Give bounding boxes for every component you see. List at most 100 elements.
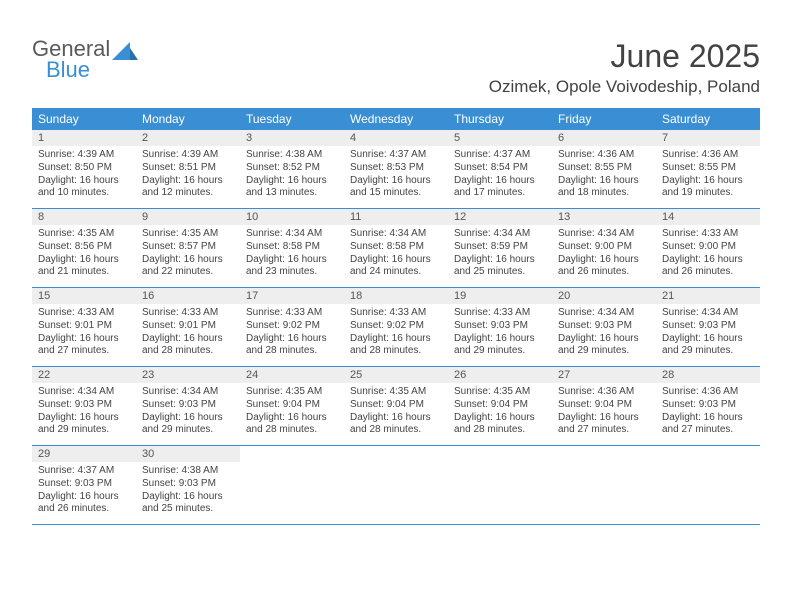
sunrise-text: Sunrise: 4:39 AM (142, 149, 234, 162)
daylight-text-2: and 28 minutes. (246, 345, 338, 358)
daylight-text-1: Daylight: 16 hours (142, 254, 234, 267)
day-cell: 1Sunrise: 4:39 AMSunset: 8:50 PMDaylight… (32, 130, 136, 208)
sunrise-text: Sunrise: 4:34 AM (662, 307, 754, 320)
sunrise-text: Sunrise: 4:35 AM (454, 386, 546, 399)
sunrise-text: Sunrise: 4:33 AM (246, 307, 338, 320)
daylight-text-2: and 28 minutes. (142, 345, 234, 358)
day-cell: 9Sunrise: 4:35 AMSunset: 8:57 PMDaylight… (136, 209, 240, 287)
day-header-mon: Monday (136, 108, 240, 130)
day-number: 4 (344, 130, 448, 146)
sunset-text: Sunset: 9:03 PM (662, 399, 754, 412)
daylight-text-2: and 27 minutes. (662, 424, 754, 437)
sunset-text: Sunset: 9:03 PM (38, 478, 130, 491)
day-content: Sunrise: 4:33 AMSunset: 9:02 PMDaylight:… (344, 304, 448, 364)
sunrise-text: Sunrise: 4:36 AM (662, 149, 754, 162)
sunset-text: Sunset: 9:01 PM (38, 320, 130, 333)
sunset-text: Sunset: 8:55 PM (662, 162, 754, 175)
daylight-text-1: Daylight: 16 hours (662, 412, 754, 425)
sunset-text: Sunset: 8:50 PM (38, 162, 130, 175)
day-content: Sunrise: 4:34 AMSunset: 9:03 PMDaylight:… (136, 383, 240, 443)
daylight-text-1: Daylight: 16 hours (558, 175, 650, 188)
logo: General Blue (32, 38, 138, 81)
week-row: 15Sunrise: 4:33 AMSunset: 9:01 PMDayligh… (32, 288, 760, 367)
day-cell: 21Sunrise: 4:34 AMSunset: 9:03 PMDayligh… (656, 288, 760, 366)
sunset-text: Sunset: 8:57 PM (142, 241, 234, 254)
day-number: 24 (240, 367, 344, 383)
daylight-text-1: Daylight: 16 hours (246, 412, 338, 425)
daylight-text-2: and 28 minutes. (454, 424, 546, 437)
day-content: Sunrise: 4:34 AMSunset: 8:58 PMDaylight:… (344, 225, 448, 285)
day-cell: 8Sunrise: 4:35 AMSunset: 8:56 PMDaylight… (32, 209, 136, 287)
logo-text-blue: Blue (46, 59, 110, 81)
daylight-text-2: and 27 minutes. (558, 424, 650, 437)
day-number: 23 (136, 367, 240, 383)
sunrise-text: Sunrise: 4:34 AM (558, 307, 650, 320)
day-number: 2 (136, 130, 240, 146)
day-number: 22 (32, 367, 136, 383)
day-number: 30 (136, 446, 240, 462)
daylight-text-2: and 12 minutes. (142, 187, 234, 200)
day-content: Sunrise: 4:33 AMSunset: 9:01 PMDaylight:… (32, 304, 136, 364)
sunrise-text: Sunrise: 4:37 AM (38, 465, 130, 478)
sunset-text: Sunset: 9:04 PM (350, 399, 442, 412)
day-content: Sunrise: 4:35 AMSunset: 9:04 PMDaylight:… (344, 383, 448, 443)
day-header-thu: Thursday (448, 108, 552, 130)
sunset-text: Sunset: 9:04 PM (558, 399, 650, 412)
day-number: 28 (656, 367, 760, 383)
daylight-text-1: Daylight: 16 hours (142, 491, 234, 504)
sunrise-text: Sunrise: 4:36 AM (558, 386, 650, 399)
empty-cell (344, 446, 448, 524)
day-number: 11 (344, 209, 448, 225)
sunset-text: Sunset: 8:53 PM (350, 162, 442, 175)
daylight-text-2: and 26 minutes. (662, 266, 754, 279)
day-header-sat: Saturday (656, 108, 760, 130)
daylight-text-1: Daylight: 16 hours (350, 254, 442, 267)
sunset-text: Sunset: 8:54 PM (454, 162, 546, 175)
day-number: 10 (240, 209, 344, 225)
day-number: 29 (32, 446, 136, 462)
daylight-text-2: and 17 minutes. (454, 187, 546, 200)
day-cell: 15Sunrise: 4:33 AMSunset: 9:01 PMDayligh… (32, 288, 136, 366)
sunset-text: Sunset: 9:04 PM (246, 399, 338, 412)
day-cell: 20Sunrise: 4:34 AMSunset: 9:03 PMDayligh… (552, 288, 656, 366)
day-content: Sunrise: 4:34 AMSunset: 9:03 PMDaylight:… (656, 304, 760, 364)
sunset-text: Sunset: 9:02 PM (246, 320, 338, 333)
day-content: Sunrise: 4:36 AMSunset: 9:04 PMDaylight:… (552, 383, 656, 443)
day-cell: 11Sunrise: 4:34 AMSunset: 8:58 PMDayligh… (344, 209, 448, 287)
day-content: Sunrise: 4:36 AMSunset: 8:55 PMDaylight:… (552, 146, 656, 206)
day-content: Sunrise: 4:34 AMSunset: 9:03 PMDaylight:… (32, 383, 136, 443)
daylight-text-2: and 10 minutes. (38, 187, 130, 200)
day-number: 19 (448, 288, 552, 304)
day-cell: 30Sunrise: 4:38 AMSunset: 9:03 PMDayligh… (136, 446, 240, 524)
daylight-text-1: Daylight: 16 hours (246, 333, 338, 346)
sunset-text: Sunset: 9:03 PM (558, 320, 650, 333)
month-title: June 2025 (489, 38, 760, 75)
daylight-text-1: Daylight: 16 hours (38, 412, 130, 425)
sunrise-text: Sunrise: 4:35 AM (246, 386, 338, 399)
week-row: 1Sunrise: 4:39 AMSunset: 8:50 PMDaylight… (32, 130, 760, 209)
day-cell: 2Sunrise: 4:39 AMSunset: 8:51 PMDaylight… (136, 130, 240, 208)
daylight-text-2: and 26 minutes. (558, 266, 650, 279)
day-cell: 3Sunrise: 4:38 AMSunset: 8:52 PMDaylight… (240, 130, 344, 208)
day-cell: 18Sunrise: 4:33 AMSunset: 9:02 PMDayligh… (344, 288, 448, 366)
day-number: 13 (552, 209, 656, 225)
sunset-text: Sunset: 9:04 PM (454, 399, 546, 412)
daylight-text-2: and 29 minutes. (662, 345, 754, 358)
day-content: Sunrise: 4:35 AMSunset: 9:04 PMDaylight:… (448, 383, 552, 443)
week-row: 8Sunrise: 4:35 AMSunset: 8:56 PMDaylight… (32, 209, 760, 288)
sunset-text: Sunset: 9:00 PM (558, 241, 650, 254)
sunrise-text: Sunrise: 4:34 AM (454, 228, 546, 241)
daylight-text-1: Daylight: 16 hours (246, 254, 338, 267)
daylight-text-1: Daylight: 16 hours (558, 412, 650, 425)
sunrise-text: Sunrise: 4:33 AM (662, 228, 754, 241)
day-cell: 12Sunrise: 4:34 AMSunset: 8:59 PMDayligh… (448, 209, 552, 287)
day-cell: 13Sunrise: 4:34 AMSunset: 9:00 PMDayligh… (552, 209, 656, 287)
day-cell: 28Sunrise: 4:36 AMSunset: 9:03 PMDayligh… (656, 367, 760, 445)
sunset-text: Sunset: 9:01 PM (142, 320, 234, 333)
daylight-text-1: Daylight: 16 hours (38, 175, 130, 188)
day-content: Sunrise: 4:38 AMSunset: 9:03 PMDaylight:… (136, 462, 240, 522)
day-content: Sunrise: 4:35 AMSunset: 8:57 PMDaylight:… (136, 225, 240, 285)
daylight-text-2: and 29 minutes. (38, 424, 130, 437)
calendar: Sunday Monday Tuesday Wednesday Thursday… (32, 108, 760, 525)
daylight-text-1: Daylight: 16 hours (350, 333, 442, 346)
